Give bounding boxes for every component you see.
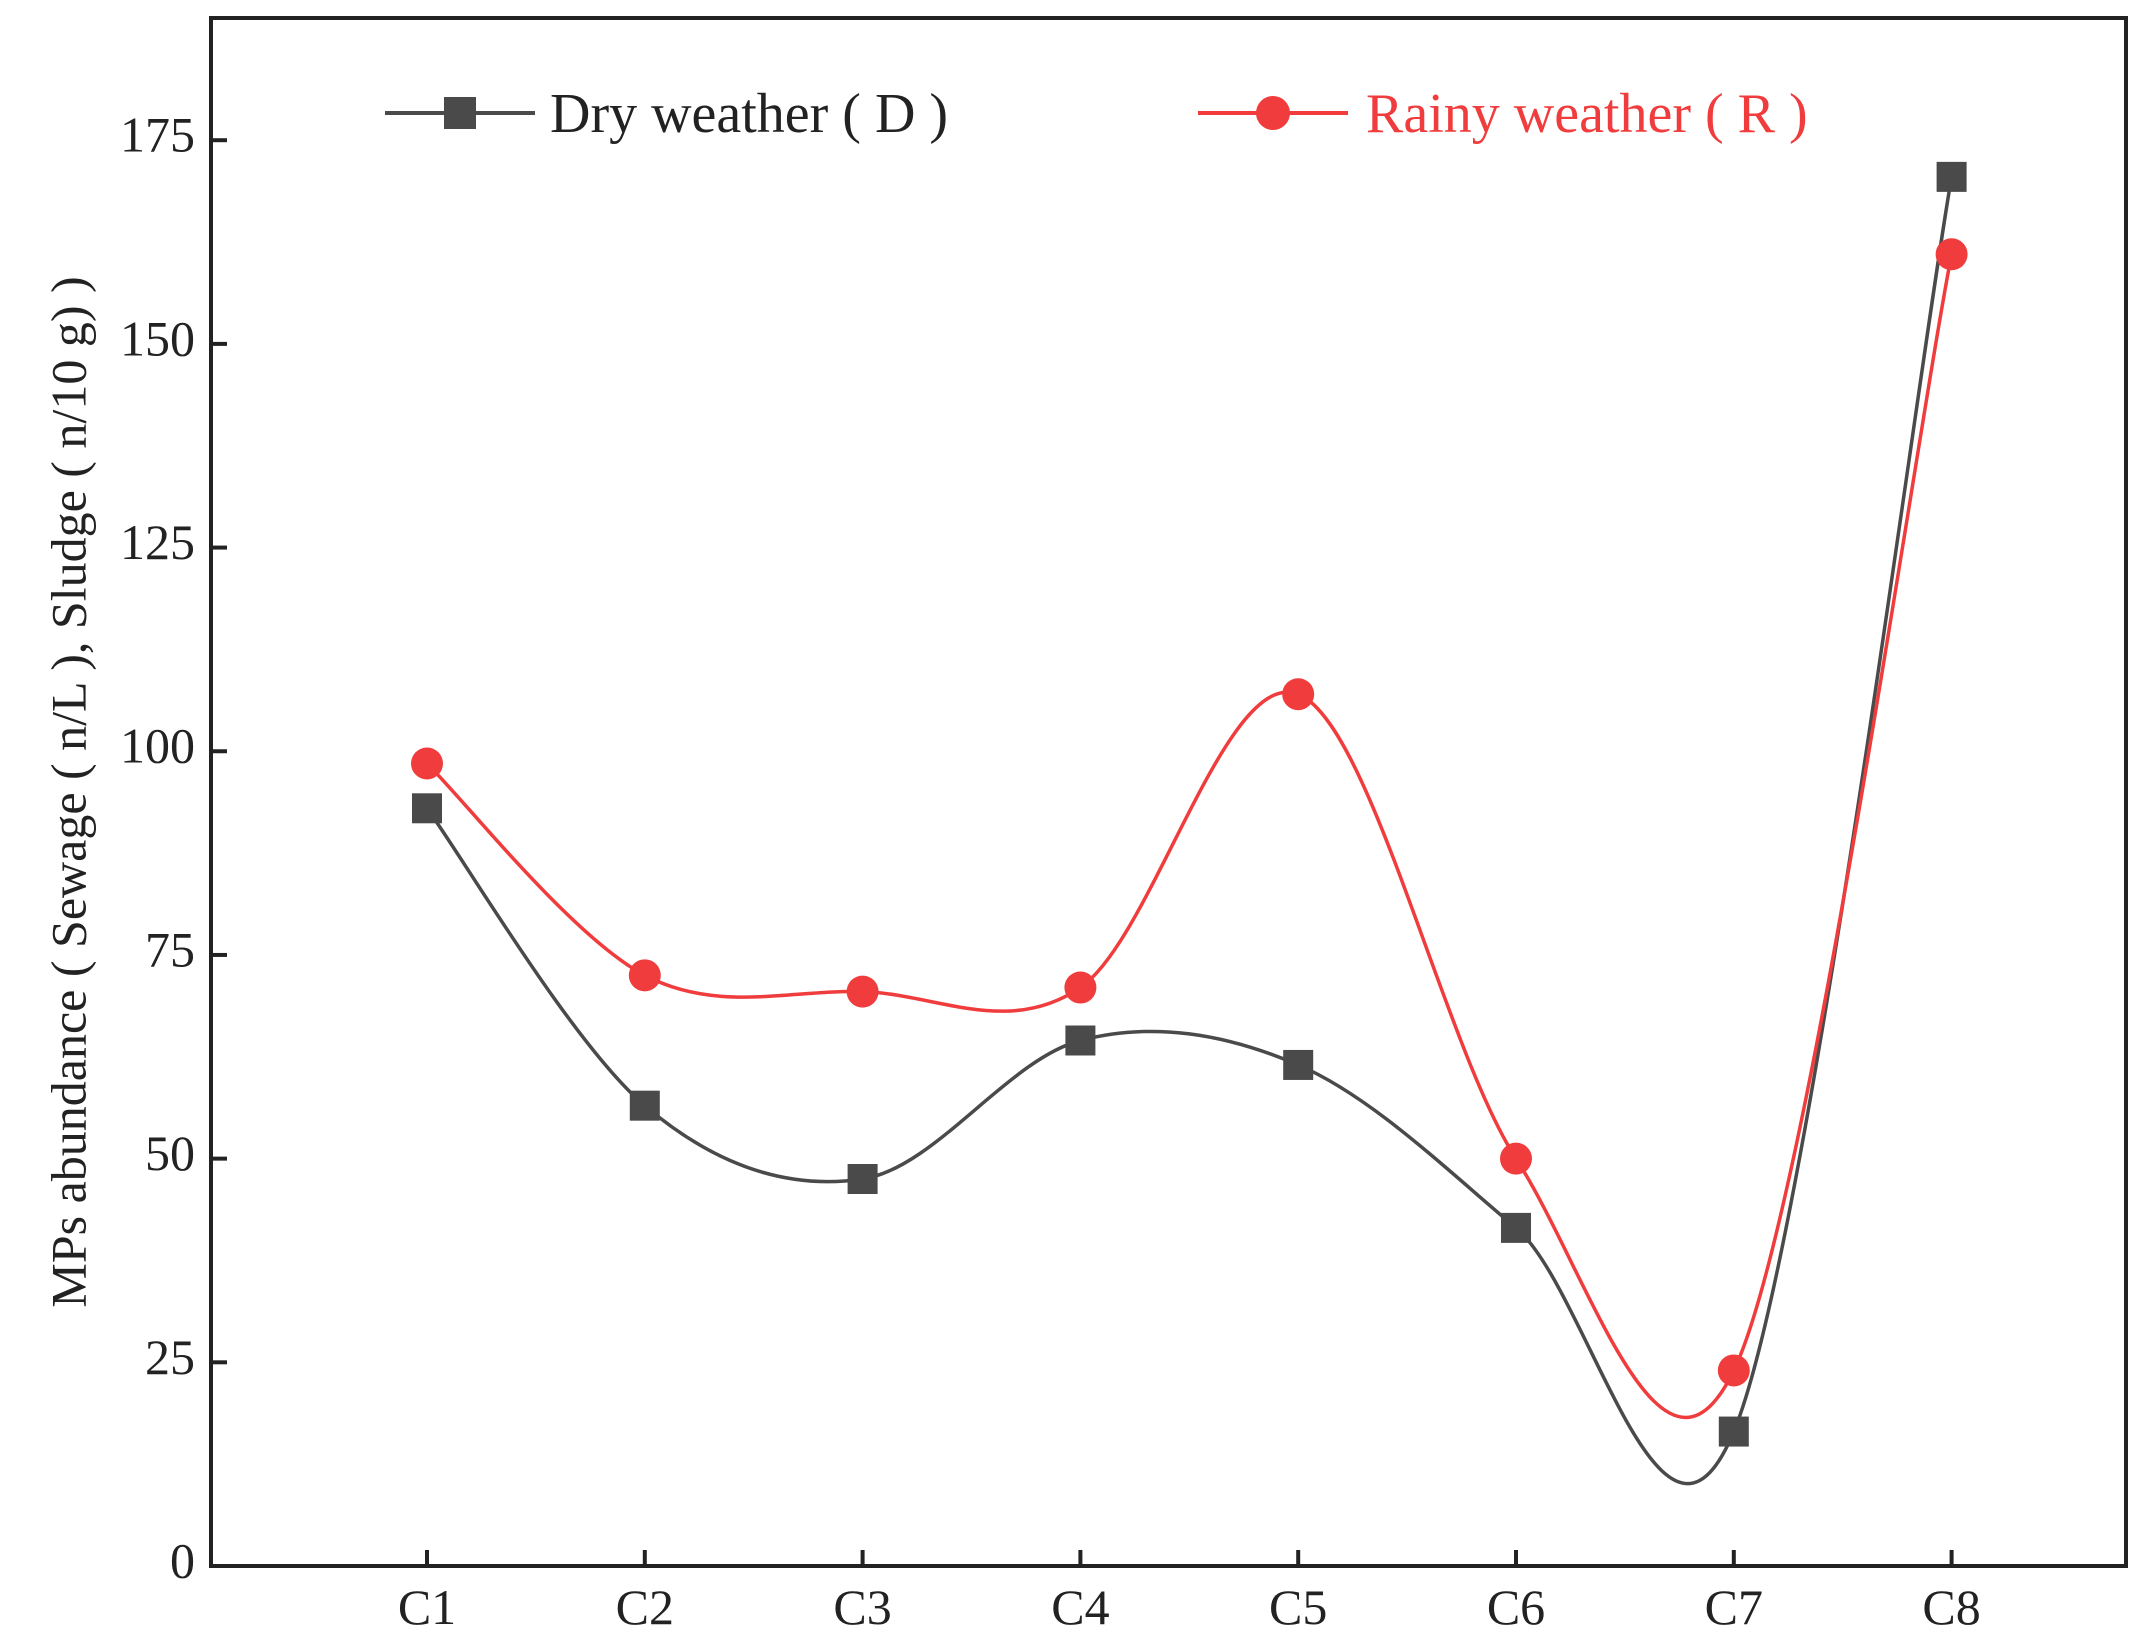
legend-marker-rainy-circle-icon (1256, 96, 1290, 130)
data-point-rainy (1717, 1354, 1750, 1387)
y-axis-ticks: 0 25 50 75 100 125 150 175 (120, 107, 227, 1588)
legend-label-dry: Dry weather ( D ) (550, 83, 948, 145)
x-tick-label: C7 (1705, 1579, 1763, 1635)
legend-item-rainy: Rainy weather ( R ) (1198, 83, 1808, 145)
data-point-rainy (1935, 238, 1968, 271)
series-layer (411, 161, 1968, 1486)
y-tick-label: 100 (120, 718, 195, 774)
data-point-dry (1936, 161, 1967, 192)
data-point-dry (1065, 1025, 1096, 1056)
data-point-rainy (628, 959, 661, 992)
series-line-rainy (425, 253, 1954, 1420)
x-tick-label: C2 (616, 1579, 674, 1635)
data-point-rainy (411, 747, 443, 780)
y-tick-label: 150 (120, 310, 195, 366)
legend-marker-dry-square-icon (444, 97, 476, 129)
series-dry (412, 161, 1967, 1486)
data-point-dry (1283, 1049, 1314, 1080)
data-point-dry (629, 1090, 660, 1121)
x-tick-label: C6 (1487, 1579, 1545, 1635)
series-rainy (411, 238, 1968, 1420)
x-tick-label: C3 (833, 1579, 891, 1635)
data-point-dry (1718, 1416, 1749, 1447)
x-axis-ticks: C1 C2 C3 C4 C5 C6 C7 C8 (398, 1550, 1981, 1635)
y-tick-label: 175 (120, 107, 195, 163)
y-tick-label: 125 (120, 514, 195, 570)
y-axis-title: MPs abundance ( Sewage ( n/L ), Sludge (… (40, 276, 96, 1307)
legend-item-dry: Dry weather ( D ) (385, 83, 948, 145)
series-line-dry (425, 176, 1954, 1486)
data-point-rainy (1500, 1142, 1532, 1175)
plot-frame (209, 16, 2128, 1568)
data-point-rainy (1282, 678, 1315, 711)
y-tick-label: 25 (145, 1329, 195, 1385)
data-point-rainy (1064, 971, 1097, 1004)
y-tick-label: 75 (145, 921, 195, 977)
x-tick-label: C4 (1051, 1579, 1109, 1635)
y-tick-label: 0 (170, 1532, 195, 1588)
data-point-dry (1501, 1212, 1531, 1243)
legend-label-rainy: Rainy weather ( R ) (1366, 83, 1808, 145)
data-point-rainy (846, 975, 879, 1008)
x-tick-label: C8 (1922, 1579, 1980, 1635)
y-tick-label: 50 (145, 1125, 195, 1181)
x-tick-label: C1 (398, 1579, 456, 1635)
data-point-dry (847, 1164, 878, 1194)
data-point-dry (412, 793, 442, 824)
x-tick-label: C5 (1269, 1579, 1327, 1635)
legend: Dry weather ( D ) Rainy weather ( R ) (385, 83, 1808, 145)
